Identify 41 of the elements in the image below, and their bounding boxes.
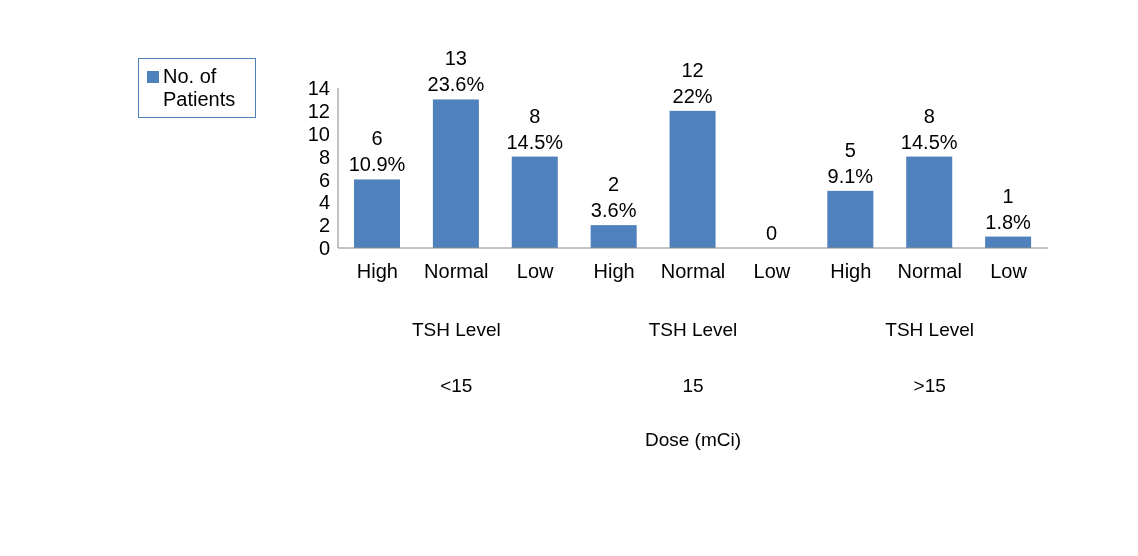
- x-tick-label: High: [356, 260, 399, 282]
- bar: [590, 225, 637, 248]
- x-tick-label: High: [593, 260, 635, 282]
- x-tick-label: Low: [990, 260, 1028, 282]
- y-tick-label: 0: [318, 237, 330, 260]
- text: TSH Level: [885, 319, 975, 340]
- x-tick-label: Normal: [660, 260, 726, 282]
- bar: [354, 179, 400, 248]
- text: <15: [440, 375, 473, 396]
- x-tick-label: Normal: [897, 260, 962, 282]
- bar: [669, 110, 716, 248]
- text: TSH Level: [648, 319, 738, 340]
- text: >15: [913, 375, 946, 396]
- bar: [827, 190, 874, 248]
- x-tick-label: Low: [753, 260, 791, 282]
- text: 15: [682, 375, 704, 396]
- y-tick-label: 8: [318, 145, 330, 168]
- text: Dose (mCi): [644, 429, 742, 450]
- text: 12 22%: [672, 58, 713, 107]
- bar: [511, 156, 558, 248]
- text: 8 14.5%: [506, 104, 564, 153]
- y-tick-label: 2: [318, 214, 330, 237]
- text: 2 3.6%: [590, 173, 637, 222]
- text: 6 10.9%: [348, 127, 406, 176]
- text: 5 9.1%: [827, 138, 874, 187]
- bar: [906, 156, 953, 248]
- x-tick-label: Normal: [424, 260, 489, 282]
- x-tick-label: High: [830, 260, 872, 282]
- y-tick-label: 6: [318, 168, 330, 191]
- text: 1 1.8%: [985, 184, 1031, 233]
- y-tick-label: 10: [307, 122, 330, 145]
- text: 13 23.6%: [427, 47, 485, 96]
- text: 8 14.5%: [900, 104, 958, 153]
- text: 0: [765, 222, 778, 244]
- text: TSH Level: [411, 319, 501, 340]
- bar: [432, 99, 479, 248]
- y-tick-label: 14: [307, 77, 330, 100]
- y-tick-label: 4: [318, 191, 330, 214]
- y-tick-label: 12: [307, 99, 330, 122]
- x-tick-label: Low: [516, 260, 555, 282]
- legend-label: No. of Patients: [163, 65, 237, 111]
